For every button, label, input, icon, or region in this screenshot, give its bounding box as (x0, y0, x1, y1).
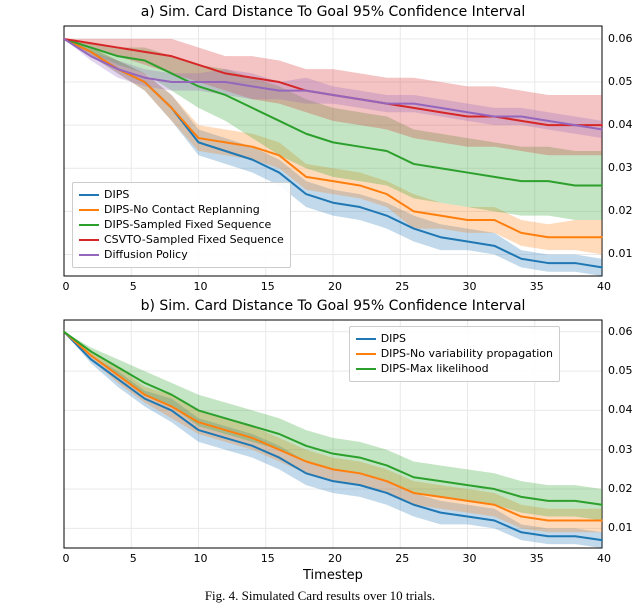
xtick-label: 5 (123, 552, 143, 565)
panel-b-title: b) Sim. Card Distance To Goal 95% Confid… (64, 298, 602, 314)
legend-swatch (356, 338, 376, 340)
ytick-label: 0.03 (608, 443, 633, 456)
legend-item: DIPS (356, 332, 553, 346)
figure-container: 0 5 10 15 20 25 30 35 40 0.01 0.02 0.03 0.04 0.05 0.06… (0, 0, 640, 608)
xtick-label: 30 (460, 552, 480, 565)
ytick-label: 0.05 (608, 364, 633, 377)
ytick-label: 0.04 (608, 403, 633, 416)
xtick-label: 25 (392, 552, 412, 565)
xtick-label: 40 (594, 552, 614, 565)
panel-b-legend: DIPSDIPS-No variability propagationDIPS-… (349, 326, 560, 382)
xtick-label: 35 (527, 552, 547, 565)
ytick-label: 0.02 (608, 482, 633, 495)
legend-item: DIPS-No variability propagation (356, 347, 553, 361)
xlabel: Timestep (303, 568, 363, 583)
legend-label: DIPS-Max likelihood (381, 362, 489, 376)
legend-swatch (356, 353, 376, 355)
xtick-label: 10 (191, 552, 211, 565)
legend-swatch (356, 368, 376, 370)
ytick-label: 0.01 (608, 521, 633, 534)
legend-item: DIPS-Max likelihood (356, 362, 553, 376)
legend-label: DIPS-No variability propagation (381, 347, 553, 361)
xtick-label: 0 (56, 552, 76, 565)
legend-label: DIPS (381, 332, 406, 346)
ytick-label: 0.06 (608, 325, 633, 338)
xtick-label: 20 (325, 552, 345, 565)
figure-caption: Fig. 4. Simulated Card results over 10 t… (0, 588, 640, 604)
xtick-label: 15 (258, 552, 278, 565)
